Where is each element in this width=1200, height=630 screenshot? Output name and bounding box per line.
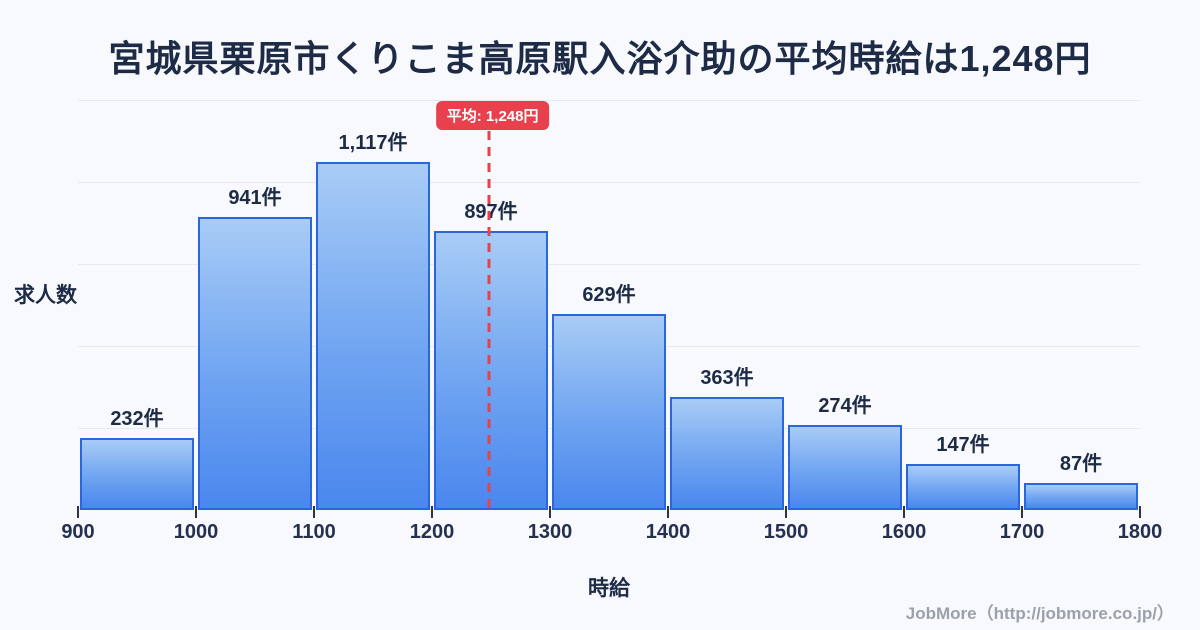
- histogram-bar-1000: [198, 217, 312, 510]
- x-axis-tick: [549, 506, 551, 518]
- average-value-badge: 平均: 1,248円: [435, 101, 550, 130]
- x-axis-tick: [77, 506, 79, 518]
- bar-value-label: 232件: [110, 408, 164, 430]
- bar-value-label: 363件: [700, 367, 754, 389]
- histogram-bar-1600: [906, 464, 1020, 510]
- histogram-bar-1700: [1024, 483, 1138, 510]
- x-tick-label-1800: 1800: [1117, 521, 1163, 543]
- bar-value-label: 629件: [582, 284, 636, 306]
- footer-site-credit: JobMore（http://jobmore.co.jp/）: [905, 604, 1174, 623]
- x-axis-tick: [667, 506, 669, 518]
- histogram-bar-1300: [552, 314, 666, 510]
- x-tick-label-900: 900: [61, 521, 95, 543]
- x-axis-tick: [785, 506, 787, 518]
- histogram-bar-1400: [670, 397, 784, 510]
- histogram-bar-1100: [316, 162, 430, 510]
- histogram-bar-1500: [788, 425, 902, 510]
- x-tick-label-1600: 1600: [881, 521, 927, 543]
- bar-value-label: 87件: [1059, 453, 1103, 475]
- chart-title: 宮城県栗原市くりこま高原駅入浴介助の平均時給は1,248円: [108, 38, 1092, 79]
- x-tick-label-1000: 1000: [173, 521, 219, 543]
- x-axis-tick: [903, 506, 905, 518]
- bar-value-label: 1,117件: [338, 132, 408, 154]
- bar-value-label: 274件: [818, 395, 872, 417]
- histogram-bar-1200: [434, 231, 548, 510]
- x-tick-label-1100: 1100: [292, 521, 336, 543]
- x-tick-label-1500: 1500: [763, 521, 809, 543]
- y-axis-title: 求人数: [14, 284, 77, 307]
- gridline: [78, 182, 1140, 183]
- bar-value-label: 897件: [464, 201, 518, 223]
- x-tick-label-1400: 1400: [645, 521, 691, 543]
- x-axis-tick: [1139, 506, 1141, 518]
- x-axis-tick: [1021, 506, 1023, 518]
- gridline: [78, 100, 1140, 101]
- x-tick-label-1300: 1300: [527, 521, 573, 543]
- bar-value-label: 147件: [936, 434, 990, 456]
- average-dashed-line: [487, 131, 491, 510]
- x-tick-label-1700: 1700: [999, 521, 1045, 543]
- gridline: [78, 264, 1140, 265]
- bar-value-label: 941件: [228, 187, 282, 209]
- x-tick-label-1200: 1200: [409, 521, 455, 543]
- x-axis-title: 時給: [588, 577, 630, 600]
- histogram-bar-900: [80, 438, 194, 510]
- x-axis-tick: [313, 506, 315, 518]
- x-axis-tick: [431, 506, 433, 518]
- x-axis-tick: [195, 506, 197, 518]
